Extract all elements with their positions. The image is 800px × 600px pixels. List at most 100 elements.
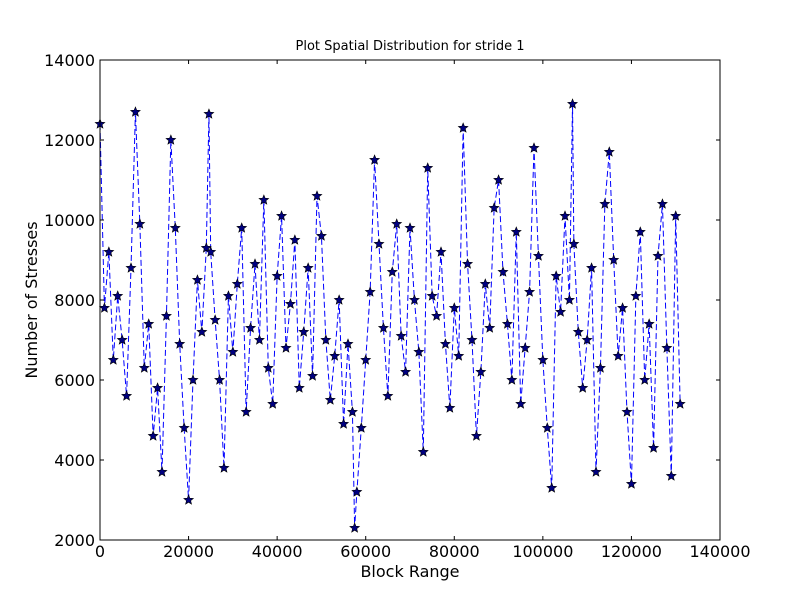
data-point [222,290,234,301]
x-tick-label: 40000 [252,542,303,561]
data-point [497,266,509,277]
data-point [138,362,150,373]
data-point [205,246,217,257]
data-point [143,318,155,329]
data-point [532,250,544,261]
data-point [648,442,660,453]
x-tick-label: 60000 [340,542,391,561]
data-point [209,314,221,325]
data-point [656,198,668,209]
data-point [98,302,110,313]
data-point [528,142,540,153]
data-point [103,246,115,257]
data-point [479,278,491,289]
data-point [470,430,482,441]
data-point [408,294,420,305]
data-point [373,238,385,249]
data-point [196,326,208,337]
y-tick-label: 6000 [54,371,95,390]
data-point [169,222,181,233]
data-point [586,262,598,273]
data-point [134,218,146,229]
data-point [187,374,199,385]
data-point [191,274,203,285]
data-point [546,482,558,493]
data-point [315,230,327,241]
data-point [377,322,389,333]
data-point [267,398,279,409]
data-point [524,286,536,297]
data-point [555,306,567,317]
data-point [404,222,416,233]
data-point [116,334,128,345]
data-point [262,362,274,373]
series-layer [94,98,686,533]
data-point [625,478,637,489]
data-point [231,278,243,289]
data-point [346,406,358,417]
data-point [121,390,133,401]
data-point [475,366,487,377]
data-point [488,202,500,213]
data-point [203,108,215,119]
x-tick-label: 140000 [689,542,750,561]
data-point [174,338,186,349]
data-point [125,262,137,273]
data-point [382,390,394,401]
x-axis: 0 20000 40000 60000 80000 100000 120000 140000 [95,60,751,561]
data-point [501,318,513,329]
data-point [550,270,562,281]
data-point [280,342,292,353]
data-point [342,338,354,349]
data-point [563,294,575,305]
data-point [572,326,584,337]
data-point [178,422,190,433]
data-point [617,302,629,313]
data-point [324,394,336,405]
y-tick-label: 12000 [44,131,95,150]
data-point [413,346,425,357]
data-point [307,370,319,381]
data-point [218,462,230,473]
x-tick-label: 20000 [163,542,214,561]
data-point [630,290,642,301]
data-point [258,194,270,205]
data-point [577,382,589,393]
data-point [603,146,615,157]
data-point [129,106,141,117]
data-point [652,250,664,261]
data-point [567,98,579,109]
data-point [466,334,478,345]
data-point [355,422,367,433]
data-point [537,354,549,365]
y-tick-label: 2000 [54,531,95,550]
data-point [245,322,257,333]
data-point [643,318,655,329]
data-point [236,222,248,233]
data-point [612,350,624,361]
data-point [364,286,376,297]
data-point [510,226,522,237]
data-point [661,342,673,353]
data-point [293,382,305,393]
data-point [351,486,363,497]
data-point [333,294,345,305]
data-point [621,406,633,417]
y-axis-label: Number of Stresses [22,221,41,378]
data-point [484,322,496,333]
data-point [329,350,341,361]
data-point [253,334,265,345]
data-point [302,262,314,273]
y-tick-label: 14000 [44,51,95,70]
data-point [515,398,527,409]
data-point [568,238,580,249]
data-point [422,162,434,173]
data-point [112,290,124,301]
data-point [391,218,403,229]
data-point [160,310,172,321]
data-point [581,334,593,345]
data-point [506,374,518,385]
data-point [214,374,226,385]
data-point [519,342,531,353]
data-point [107,354,119,365]
